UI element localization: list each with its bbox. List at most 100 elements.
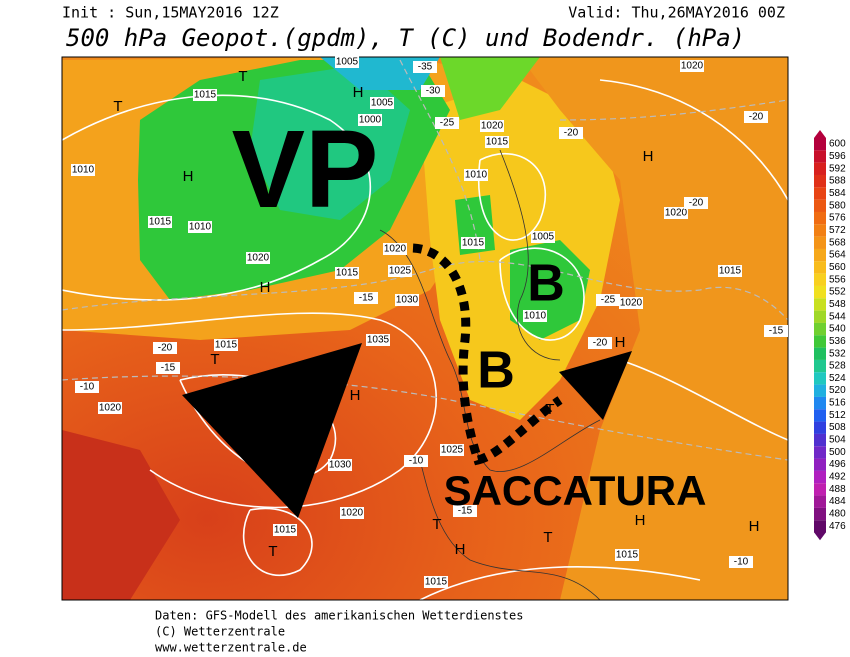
label-box — [718, 265, 742, 277]
label-box — [246, 252, 270, 264]
contour-label: 1025 — [441, 445, 464, 456]
label-box — [596, 294, 620, 306]
contour-label: -15 — [458, 506, 473, 517]
label-box — [404, 455, 428, 467]
contour-label: 1010 — [72, 165, 95, 176]
contour-label: 1020 — [481, 121, 504, 132]
colorbar-label: 600 — [829, 139, 846, 150]
colorbar-label: 524 — [829, 373, 846, 384]
label-box — [340, 507, 364, 519]
colorbar-cell — [814, 236, 826, 249]
colorbar-label: 500 — [829, 447, 846, 458]
colorbar-cell — [814, 396, 826, 410]
colorbar-label: 548 — [829, 299, 846, 310]
label-box — [193, 89, 217, 101]
contours — [62, 79, 788, 600]
map-title: 500 hPa Geopot.(gpdm), T (C) und Bodendr… — [66, 24, 745, 52]
colorbar-cell — [814, 470, 826, 484]
label-box — [523, 310, 547, 322]
colorbar-label: 564 — [829, 250, 846, 261]
contour-label: 1005 — [371, 98, 394, 109]
colorbar-cell — [814, 384, 826, 397]
orange-east — [520, 57, 788, 600]
contour-label: 1015 — [425, 577, 448, 588]
label-box — [464, 169, 488, 181]
pressure-center: H — [353, 84, 364, 101]
arrow-triangle-right — [559, 351, 632, 420]
colorbar-label: 492 — [829, 472, 846, 483]
contour-label: 1010 — [524, 311, 547, 322]
label-box — [615, 549, 639, 561]
colorbar-label: 496 — [829, 459, 846, 470]
colorbar-label: 544 — [829, 311, 846, 322]
label-box — [370, 97, 394, 109]
contour-label: 1000 — [359, 115, 382, 126]
contour-label: -30 — [426, 86, 441, 97]
colorbar-label: 488 — [829, 484, 846, 495]
contour-label: -25 — [440, 118, 455, 129]
contour-label: -10 — [80, 382, 95, 393]
contour-label: -15 — [769, 326, 784, 337]
contour-label: 1020 — [665, 208, 688, 219]
contour-label: 1035 — [367, 335, 390, 346]
contour-label: 1030 — [329, 460, 352, 471]
contour-label: 1015 — [616, 550, 639, 561]
colorbar-label: 580 — [829, 200, 846, 211]
pressure-center: H — [749, 518, 760, 535]
contour-label: -10 — [409, 456, 424, 467]
pressure-center: H — [260, 279, 271, 296]
label-box — [354, 292, 378, 304]
label-box — [531, 231, 555, 243]
contour-label: 1020 — [384, 244, 407, 255]
colorbar-cell — [814, 507, 826, 521]
colorbar-label: 588 — [829, 176, 846, 187]
label-box — [335, 267, 359, 279]
pressure-center: H — [455, 541, 466, 558]
footer-line: Daten: GFS-Modell des amerikanischen Wet… — [155, 609, 523, 623]
contour-label: 1005 — [532, 232, 555, 243]
pressure-center: H — [183, 168, 194, 185]
trough-line — [412, 243, 563, 466]
label-box — [729, 556, 753, 568]
vp-label: VP — [232, 108, 379, 231]
isotherms — [62, 59, 788, 461]
contour-label: -15 — [161, 363, 176, 374]
colorbar-cell — [814, 372, 826, 385]
colorbar-label: 592 — [829, 163, 846, 174]
colorbar-label: 504 — [829, 435, 846, 446]
contour-label: 1010 — [465, 170, 488, 181]
colorbar-cell — [814, 520, 826, 533]
contour-label: 1030 — [396, 295, 419, 306]
label-box — [435, 117, 459, 129]
colorbar-cell — [814, 433, 826, 447]
label-box — [588, 337, 612, 349]
colorbar-cell — [814, 359, 826, 373]
label-box — [273, 524, 297, 536]
label-box — [148, 216, 172, 228]
contour-label: 1015 — [194, 90, 217, 101]
contour-label: -20 — [158, 343, 173, 354]
contour-label: 1015 — [149, 217, 172, 228]
colorbar-label: 568 — [829, 237, 846, 248]
colorbar-label: 516 — [829, 398, 846, 409]
contour-label: 1020 — [341, 508, 364, 519]
contour-label: -15 — [359, 293, 374, 304]
colorbar-label: 540 — [829, 324, 846, 335]
label-box — [366, 334, 390, 346]
contour-label: 1015 — [486, 137, 509, 148]
contour-label: -20 — [749, 112, 764, 123]
contour-label: -20 — [689, 198, 704, 209]
colorbar-cell — [814, 347, 826, 360]
contour-label: 1005 — [336, 57, 359, 68]
colorbar-cell — [814, 224, 826, 237]
red-zone — [62, 430, 180, 600]
label-box — [413, 61, 437, 73]
colorbar-label: 508 — [829, 422, 846, 433]
colorbar-label: 596 — [829, 151, 846, 162]
colorbar-cell — [814, 298, 826, 311]
label-box — [764, 325, 788, 337]
colorbar-cell — [814, 162, 826, 175]
green-north — [440, 57, 540, 120]
colorbar-label: 484 — [829, 496, 846, 507]
